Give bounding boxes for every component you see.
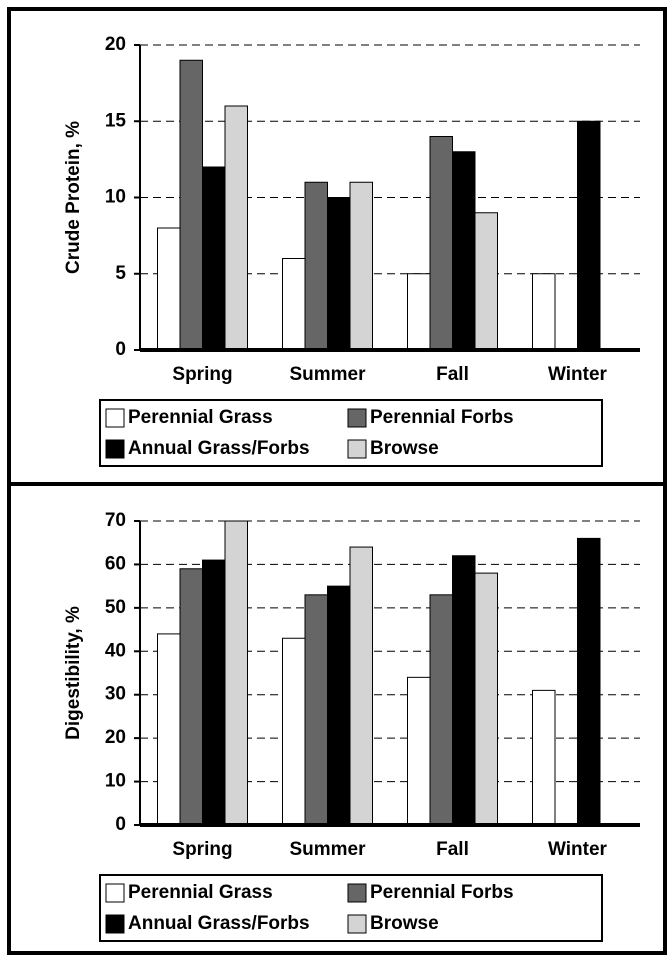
x-tick-label: Winter [548,839,608,860]
bar [349,546,373,826]
legend-label: Annual Grass/Forbs [128,913,310,934]
bar [179,568,203,826]
bar [452,555,476,826]
x-tick-label: Summer [289,839,366,860]
y-tick-label: 10 [105,771,126,792]
x-tick-label: Spring [172,839,232,860]
y-tick-label: 50 [105,597,126,618]
bar [349,181,373,351]
y-tick-label: 30 [105,684,126,705]
x-tick-label: Fall [436,839,469,860]
bar [157,227,181,351]
legend-label: Browse [370,438,439,459]
x-tick-label: Summer [289,364,366,385]
legend-swatch [347,439,367,459]
legend-swatch [105,408,125,428]
y-axis-label: Digestibility, % [63,606,84,740]
x-tick-label: Winter [548,364,608,385]
legend-swatch [105,883,125,903]
y-tick-label: 20 [105,34,126,55]
y-axis-label: Crude Protein, % [63,121,84,274]
legend-label: Perennial Grass [128,882,273,903]
bar [224,520,248,826]
y-tick-label: 0 [115,339,126,360]
x-tick-label: Spring [172,364,232,385]
legend-label: Perennial Forbs [370,407,514,428]
legend-swatch [347,408,367,428]
legend-swatch [347,914,367,934]
bar [202,559,226,826]
y-tick-label: 60 [105,553,126,574]
bar [282,637,306,826]
bar [474,572,498,826]
y-tick-label: 5 [115,263,126,284]
y-tick-label: 0 [115,814,126,835]
legend-swatch [105,914,125,934]
y-tick-label: 40 [105,640,126,661]
bar [202,166,226,351]
bar [304,594,328,826]
legend-swatch [105,439,125,459]
y-tick-label: 20 [105,727,126,748]
y-tick-label: 15 [105,110,127,131]
bar [304,181,328,351]
legend-label: Perennial Forbs [370,882,514,903]
bar [577,120,601,351]
bar [327,197,351,351]
bar [407,273,431,351]
bar [429,136,453,351]
bar [157,633,181,826]
legend-label: Browse [370,913,439,934]
bar [179,59,203,351]
bar [532,689,556,826]
bar [474,212,498,351]
bar [282,258,306,351]
bar [327,585,351,826]
bar [577,537,601,826]
x-tick-label: Fall [436,364,469,385]
bar [407,676,431,826]
y-tick-label: 70 [105,510,126,531]
bar [532,273,556,351]
y-tick-label: 10 [105,187,126,208]
bar [452,151,476,351]
legend-swatch [347,883,367,903]
legend-label: Annual Grass/Forbs [128,438,310,459]
bar [224,105,248,351]
legend-label: Perennial Grass [128,407,273,428]
bar [429,594,453,826]
